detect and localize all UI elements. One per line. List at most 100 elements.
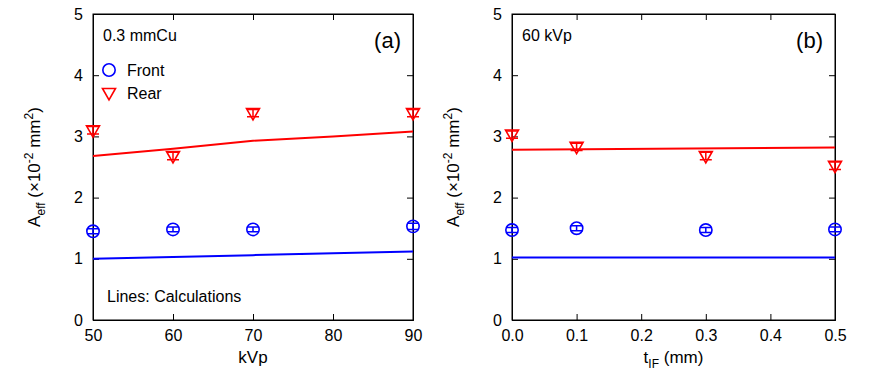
axis-line — [94, 15, 100, 321]
data-point — [506, 130, 519, 141]
panel-label: (b) — [796, 28, 823, 53]
label-part: mm — [444, 119, 463, 152]
tick-mark — [407, 14, 413, 15]
label-part: (×10 — [25, 163, 44, 202]
axis: 0.00.10.20.30.40.5 — [501, 314, 846, 344]
axis-line — [94, 314, 414, 321]
tick — [407, 75, 413, 76]
tick-label: 0.0 — [501, 327, 523, 344]
label-part: A — [25, 215, 44, 227]
tick: 1 — [493, 250, 518, 267]
tick-mark — [577, 314, 578, 320]
data-point — [87, 126, 100, 137]
tick-mark — [706, 14, 707, 20]
tick-mark — [253, 14, 254, 20]
panel: 0.00.10.20.30.40.501234560 kVp(b) — [493, 6, 847, 345]
tick-label: 0.4 — [760, 327, 782, 344]
subtitle: 0.3 mmCu — [103, 27, 177, 44]
tick-mark — [770, 314, 771, 320]
tick — [829, 14, 835, 15]
tick-label: 60 — [165, 327, 183, 344]
label-part: (×10 — [444, 163, 463, 202]
tick-mark — [407, 320, 413, 321]
label-part: ) — [444, 107, 463, 113]
label-part: eff — [453, 202, 467, 216]
tick-label: 50 — [85, 327, 103, 344]
label-part: (mm) — [659, 348, 703, 367]
tick-mark — [407, 75, 413, 76]
tick: 0 — [74, 312, 99, 329]
panel: 50607080900123450.3 mmCu(a)Lines: Calcul… — [74, 6, 422, 345]
calc-line — [93, 251, 413, 258]
tick — [407, 320, 413, 321]
tick-label: 0 — [74, 312, 83, 329]
plot-frame — [93, 14, 413, 320]
data-point — [829, 161, 842, 172]
tick — [407, 14, 413, 15]
error-bar — [571, 226, 583, 231]
legend-marker — [103, 89, 116, 100]
tick: 0.3 — [695, 314, 717, 344]
tick-mark — [770, 14, 771, 20]
legend-label: Rear — [127, 85, 162, 102]
tick-label: 0.3 — [695, 327, 717, 344]
tick-mark — [829, 136, 835, 137]
error-bar — [87, 229, 99, 234]
error-bar — [829, 227, 841, 232]
tick — [641, 14, 642, 20]
tick: 2 — [493, 189, 518, 206]
tick: 3 — [493, 128, 518, 145]
axis-line — [94, 15, 414, 21]
data-point — [167, 223, 179, 235]
note: Lines: Calculations — [107, 288, 241, 305]
tick-label: 2 — [493, 189, 502, 206]
calc-line — [512, 257, 835, 259]
calc-line — [93, 132, 413, 156]
axis — [94, 14, 414, 20]
tick-mark — [829, 198, 835, 199]
label-part: kVp — [238, 348, 267, 367]
tick-label: 0.1 — [566, 327, 588, 344]
tick-mark — [407, 259, 413, 260]
legend-marker — [103, 64, 115, 76]
axis-line — [513, 15, 836, 21]
tick-mark — [829, 259, 835, 260]
tick-label: 80 — [325, 327, 343, 344]
tick-mark — [333, 314, 334, 320]
tick-label: 0.2 — [631, 327, 653, 344]
axis-line — [513, 314, 836, 321]
tick-mark — [829, 75, 835, 76]
tick-mark — [93, 320, 99, 321]
tick-label: 4 — [74, 67, 83, 84]
tick — [407, 259, 413, 260]
axis-line — [513, 15, 519, 321]
data-area — [87, 109, 420, 259]
tick-mark — [173, 14, 174, 20]
error-bar — [506, 228, 518, 233]
tick-mark — [512, 14, 518, 15]
tick-mark — [512, 198, 518, 199]
label-part: ) — [25, 107, 44, 113]
tick-mark — [407, 136, 413, 137]
tick-mark — [577, 14, 578, 20]
tick-mark — [407, 198, 413, 199]
tick — [407, 198, 413, 199]
label-part: mm — [25, 119, 44, 152]
tick — [706, 14, 707, 20]
data-point — [167, 151, 180, 162]
tick: 5 — [74, 6, 99, 23]
tick-label: 5 — [74, 6, 83, 23]
error-bar — [700, 228, 712, 233]
tick-mark — [333, 14, 334, 20]
tick-label: 5 — [493, 6, 502, 23]
subtitle: 60 kVp — [522, 27, 572, 44]
data-point — [570, 142, 583, 153]
label-part: -2 — [22, 152, 36, 163]
data-point — [247, 109, 260, 120]
plot-frame — [512, 14, 835, 320]
axis: 012345 — [74, 6, 99, 329]
calc-line — [512, 147, 835, 149]
x-axis-title: tIF (mm) — [644, 348, 704, 371]
tick-mark — [641, 14, 642, 20]
data-point — [506, 224, 518, 236]
